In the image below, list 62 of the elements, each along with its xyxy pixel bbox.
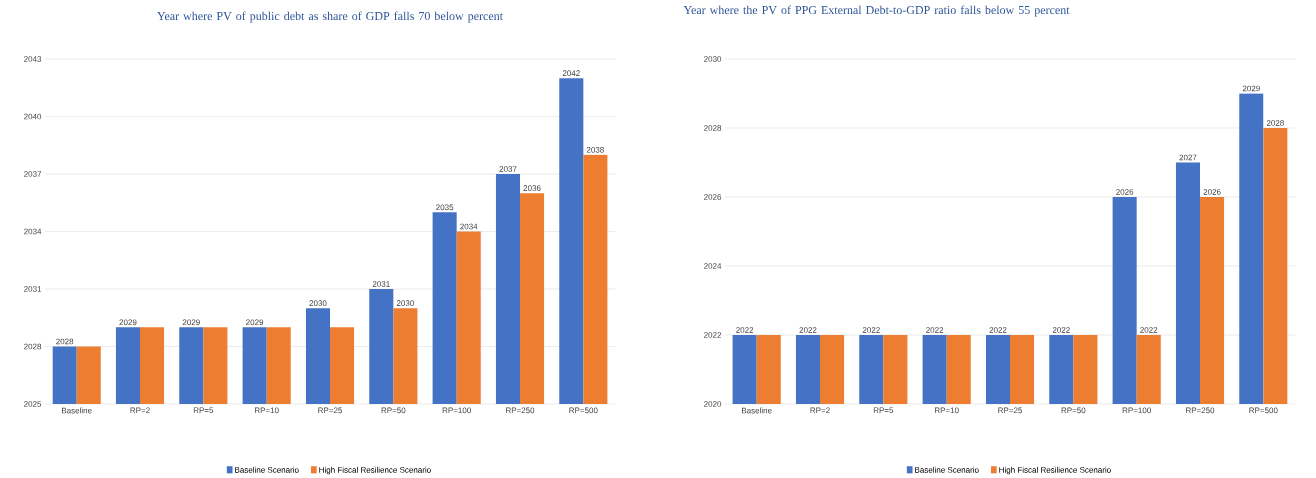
data-label: 2022	[862, 327, 880, 333]
x-tick-label: RP=500	[1249, 407, 1278, 414]
x-tick-label: RP=50	[1061, 407, 1086, 414]
data-label: 2030	[396, 300, 414, 306]
x-tick-label: Baseline	[61, 407, 92, 414]
y-tick-label: 2030	[704, 56, 722, 62]
data-label: 2035	[436, 204, 454, 211]
data-label: 2036	[523, 185, 541, 191]
y-tick-label: 2026	[704, 194, 722, 200]
x-tick-label: RP=5	[873, 407, 894, 414]
y-tick-label: 2034	[24, 228, 42, 235]
data-label: 2022	[989, 327, 1007, 333]
y-tick-label: 2020	[704, 401, 722, 407]
x-tick-label: Baseline	[741, 407, 772, 414]
x-tick-label: RP=2	[130, 407, 150, 414]
data-label: 2042	[562, 70, 580, 76]
legend-label: High Fiscal Resilience Scenario	[319, 466, 431, 475]
chart-title: Year where PV of public debt as share of GDP falls 70 below percent	[157, 11, 503, 23]
y-tick-label: 2025	[24, 401, 42, 407]
x-tick-label: RP=10	[934, 407, 959, 414]
x-tick-label: RP=250	[1186, 407, 1215, 414]
x-tick-label: RP=50	[381, 407, 406, 414]
data-label: 2022	[1052, 327, 1070, 333]
data-label: 2027	[1179, 154, 1197, 161]
data-label: 2037	[499, 166, 517, 172]
x-tick-label: RP=100	[442, 407, 471, 414]
y-tick-label: 2028	[704, 125, 722, 131]
data-label: 2022	[1140, 327, 1158, 333]
y-tick-label: 2024	[704, 263, 722, 269]
data-label: 2029	[119, 319, 137, 326]
y-tick-label: 2043	[24, 56, 42, 62]
data-label: 2029	[246, 319, 264, 326]
x-tick-label: RP=2	[810, 407, 830, 414]
data-label: 2028	[56, 338, 74, 345]
y-tick-label: 2022	[704, 332, 722, 338]
x-tick-label: RP=500	[569, 407, 598, 414]
data-label: 2030	[309, 300, 327, 306]
data-label: 2034	[460, 223, 478, 230]
data-label: 2022	[799, 327, 817, 333]
legend-label: High Fiscal Resilience Scenario	[999, 466, 1111, 475]
y-tick-label: 2040	[24, 113, 42, 120]
data-label: 2022	[736, 327, 754, 333]
data-label: 2031	[372, 281, 390, 287]
x-tick-label: RP=25	[998, 407, 1023, 414]
data-label: 2029	[182, 319, 200, 326]
x-tick-label: RP=5	[193, 407, 214, 414]
y-tick-label: 2037	[24, 171, 42, 177]
y-tick-label: 2028	[24, 343, 42, 350]
data-label: 2028	[1266, 120, 1284, 126]
x-tick-label: RP=25	[318, 407, 343, 414]
data-label: 2026	[1116, 189, 1134, 195]
data-label: 2038	[586, 146, 604, 153]
legend-label: Baseline Scenario	[915, 466, 979, 473]
data-label: 2026	[1203, 189, 1221, 195]
data-label: 2022	[926, 327, 944, 333]
y-tick-label: 2031	[24, 286, 42, 292]
x-tick-label: RP=10	[254, 407, 279, 414]
x-tick-label: RP=250	[506, 407, 535, 414]
chart-title: Year where the PV of PPG External Debt-to-GDP ratio falls below 55 percent	[683, 5, 1070, 17]
x-tick-label: RP=100	[1122, 407, 1151, 414]
data-label: 2029	[1242, 85, 1260, 92]
legend-label: Baseline Scenario	[235, 466, 299, 473]
